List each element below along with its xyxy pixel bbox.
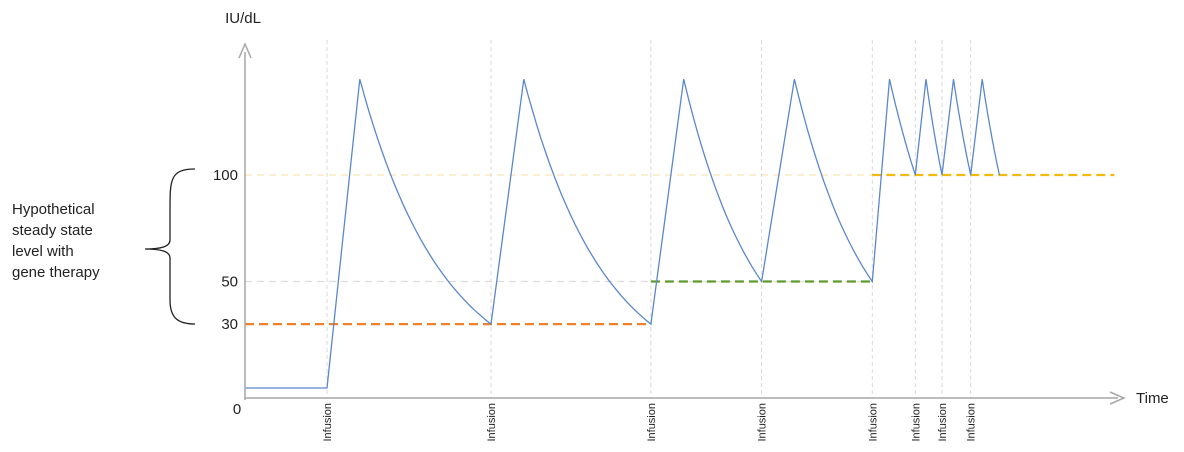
infusion-label: Infusion [322, 403, 334, 442]
infusion-labels: Infusion Infusion Infusion Infusion Infusion… [322, 403, 978, 442]
infusion-label: Infusion [757, 403, 769, 442]
infusion-label: Infusion [937, 403, 949, 442]
x-axis-arrowhead [1109, 391, 1126, 405]
annotation-text: Hypothetical steady state level with gene t… [12, 201, 100, 281]
infusion-markers [326, 40, 972, 398]
y-tick-label: 30 [221, 316, 238, 333]
annotation-brace [144, 168, 196, 325]
annotation-line: level with [12, 243, 74, 260]
y-axis-label: IU/dL [225, 10, 261, 27]
annotation-line: Hypothetical [12, 201, 95, 218]
infusion-label: Infusion [910, 403, 922, 442]
infusion-label: Infusion [966, 403, 978, 442]
reference-lines [245, 174, 873, 283]
y-tick-label: 50 [221, 274, 238, 291]
infusion-label: Infusion [486, 403, 498, 442]
infusion-label: Infusion [867, 403, 879, 442]
infusion-label: Infusion [646, 403, 658, 442]
origin-label: 0 [233, 401, 241, 418]
annotation-line: steady state [12, 222, 93, 239]
y-tick-labels: 30 50 100 [213, 167, 238, 333]
x-axis-label: Time [1136, 390, 1169, 407]
factor-level-curve [245, 79, 1001, 389]
y-tick-label: 100 [213, 167, 238, 184]
annotation-line: gene therapy [12, 264, 100, 281]
trough-level-lines [245, 173, 1115, 326]
y-axis-arrowhead [238, 42, 252, 59]
